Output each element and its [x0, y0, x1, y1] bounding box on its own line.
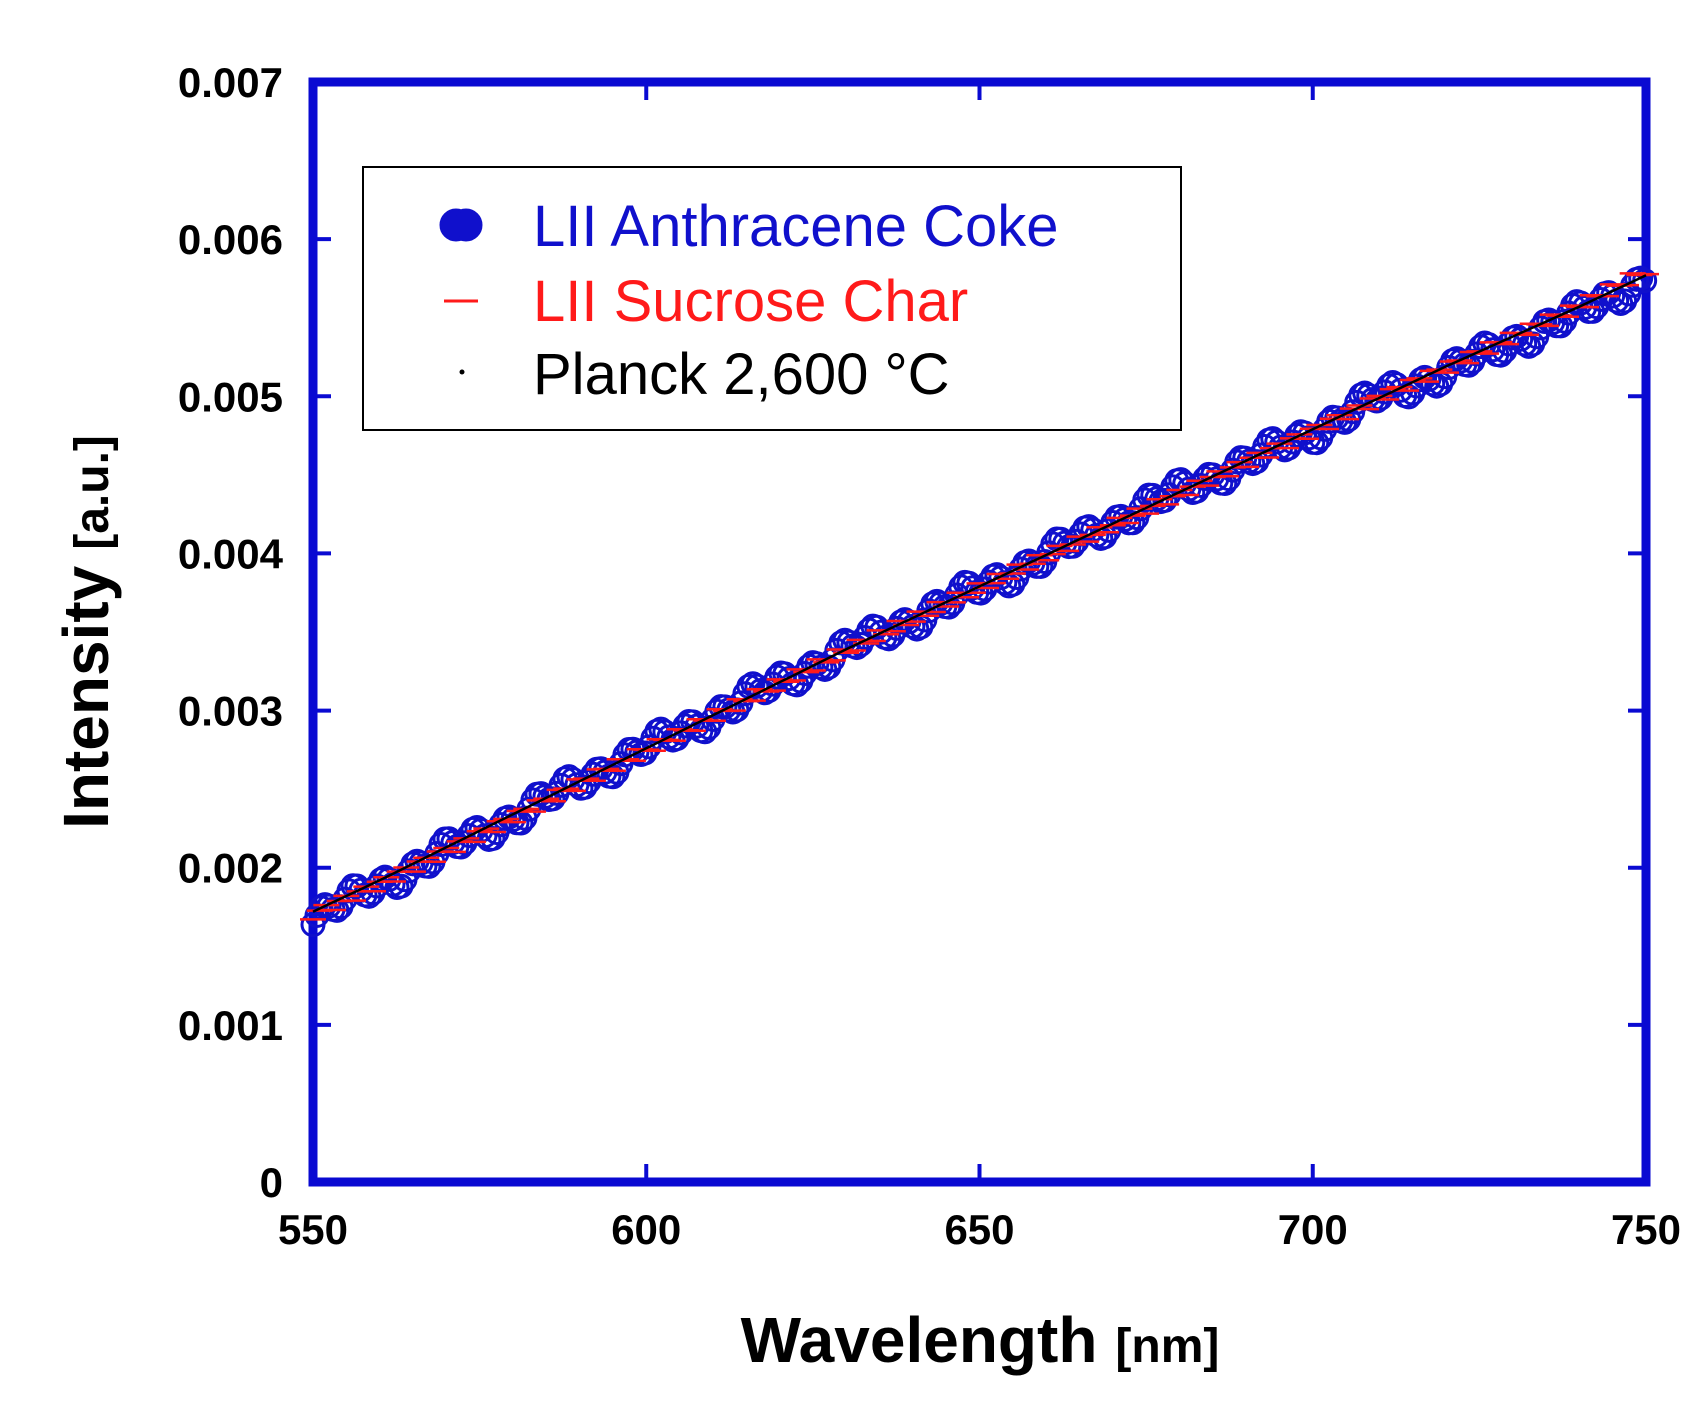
- y-axis-title: Intensity [a.u.]: [50, 435, 122, 829]
- anthracene-point: [1628, 265, 1654, 291]
- legend-box: [362, 166, 1182, 431]
- x-axis-unit: [nm]: [1115, 1320, 1219, 1373]
- legend-marker-planck: [459, 369, 465, 375]
- legend-label-planck: Planck 2,600 °C: [533, 342, 950, 407]
- anthracene-point: [1304, 430, 1330, 456]
- legend-marker-anthracene: [439, 208, 483, 242]
- series-planck: [312, 274, 1647, 913]
- anthracene-point: [884, 615, 910, 641]
- x-tick-label: 700: [1278, 1206, 1348, 1253]
- y-axis-unit: [a.u.]: [66, 435, 119, 550]
- anthracene-point: [900, 613, 926, 639]
- axis-ticks: [311, 80, 1648, 1184]
- anthracene-point: [400, 851, 426, 877]
- y-tick-label: 0.001: [178, 1002, 283, 1049]
- y-tick-label: 0.006: [178, 216, 283, 263]
- anthracene-point: [744, 673, 770, 699]
- legend: LII Anthracene Coke LII Sucrose Char Pla…: [362, 166, 1182, 431]
- x-tick-label: 600: [611, 1206, 681, 1253]
- x-axis-label: Wavelength: [741, 1304, 1098, 1376]
- x-axis-title: Wavelength [nm]: [741, 1304, 1220, 1376]
- y-tick-label: 0.005: [178, 373, 283, 420]
- y-tick-label: 0.003: [178, 688, 283, 735]
- x-tick-label: 750: [1611, 1206, 1681, 1253]
- anthracene-point: [624, 739, 650, 765]
- y-tick-label: 0: [260, 1159, 283, 1206]
- y-tick-label: 0.007: [178, 59, 283, 106]
- legend-label-sucrose: LII Sucrose Char: [533, 269, 968, 334]
- x-tick-label: 650: [944, 1206, 1014, 1253]
- tick-labels: 550 600 650 700 750 0 0.001 0.002 0.003 0.004 0.00…: [178, 59, 1681, 1253]
- y-tick-label: 0.002: [178, 845, 283, 892]
- planck-curve: [312, 274, 1647, 913]
- y-tick-label: 0.004: [178, 530, 284, 577]
- anthracene-point: [1364, 388, 1390, 414]
- anthracene-point: [572, 774, 598, 800]
- x-tick-label: 550: [278, 1206, 348, 1253]
- legend-label-anthracene: LII Anthracene Coke: [533, 194, 1059, 259]
- y-axis-label: Intensity: [50, 565, 122, 829]
